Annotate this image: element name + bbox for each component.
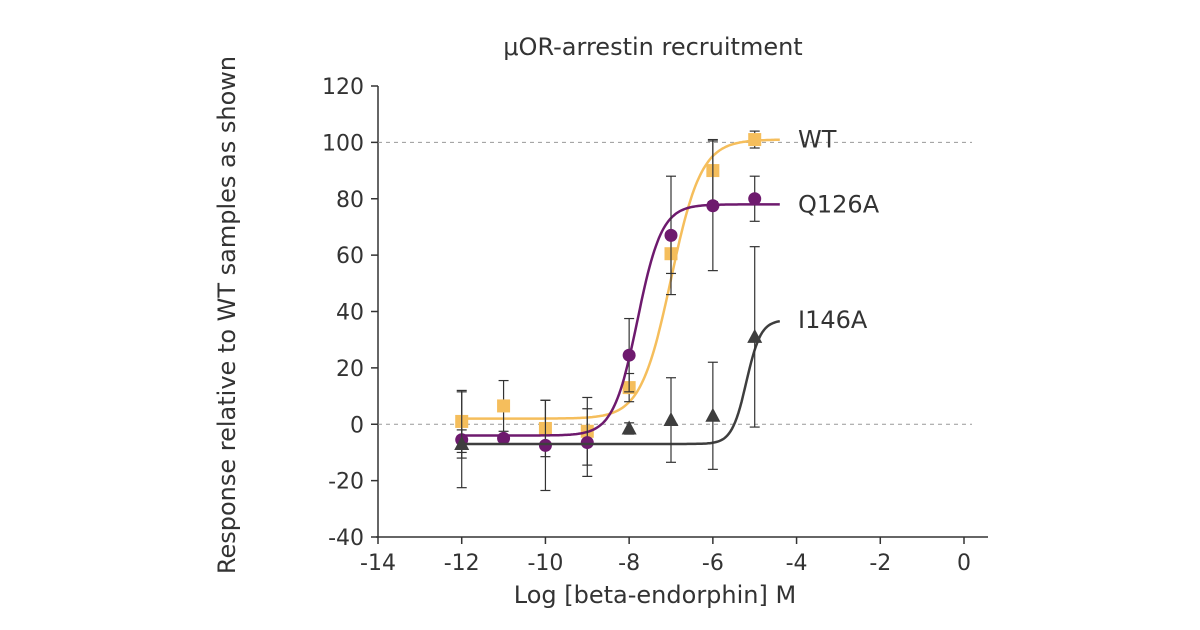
y-tick-label: 100 xyxy=(322,131,364,156)
i146a-point xyxy=(454,435,470,450)
q126a-fit-curve xyxy=(461,203,780,437)
q126a-point xyxy=(538,438,552,452)
y-tick-label: 0 xyxy=(350,413,364,438)
series-q126a: Q126A xyxy=(455,140,880,492)
x-axis-ticks: -14 -12 -10 -8 -6 -4 -2 0 xyxy=(360,537,971,576)
q126a-point xyxy=(580,436,594,450)
q126a-series-label: Q126A xyxy=(798,190,880,218)
x-tick-label: -6 xyxy=(702,551,724,576)
reference-lines xyxy=(378,141,972,425)
y-tick-label: -40 xyxy=(328,526,364,551)
x-tick-label: 0 xyxy=(957,551,971,576)
q126a-point xyxy=(664,228,678,242)
series-wt: WT xyxy=(455,126,837,466)
x-tick-label: -14 xyxy=(360,551,396,576)
i146a-point xyxy=(705,407,721,422)
x-tick-label: -8 xyxy=(618,551,640,576)
i146a-point xyxy=(663,412,679,427)
wt-series-label: WT xyxy=(798,126,837,154)
series-i146a: I146A xyxy=(454,246,868,470)
y-tick-label: 80 xyxy=(336,188,364,213)
y-tick-label: -20 xyxy=(328,470,364,495)
i146a-point xyxy=(747,328,763,343)
series-layer: WT Q126A I146A xyxy=(454,126,880,492)
wt-point xyxy=(497,399,511,413)
wt-fit-curve xyxy=(461,138,780,420)
x-axis-title: Log [beta-endorphin] M xyxy=(514,581,796,609)
x-tick-label: -2 xyxy=(869,551,891,576)
y-tick-label: 60 xyxy=(336,244,364,269)
y-tick-label: 20 xyxy=(336,357,364,382)
y-axis-title: Response relative to WT samples as shown xyxy=(213,56,241,574)
y-axis-ticks: -40 -20 0 20 40 60 80 100 120 xyxy=(322,75,378,551)
i146a-fit-curve xyxy=(461,319,781,446)
q126a-point xyxy=(622,348,636,362)
x-tick-label: -12 xyxy=(444,551,480,576)
q126a-point xyxy=(497,431,511,445)
x-tick-label: -4 xyxy=(786,551,808,576)
i146a-point xyxy=(621,420,637,435)
wt-point xyxy=(748,133,762,147)
i146a-series-label: I146A xyxy=(798,306,868,334)
y-tick-label: 40 xyxy=(336,301,364,326)
q126a-point xyxy=(706,199,720,213)
q126a-point xyxy=(748,192,762,206)
chart-title: μOR-arrestin recruitment xyxy=(503,33,802,61)
y-tick-label: 120 xyxy=(322,75,364,100)
x-tick-label: -10 xyxy=(527,551,563,576)
